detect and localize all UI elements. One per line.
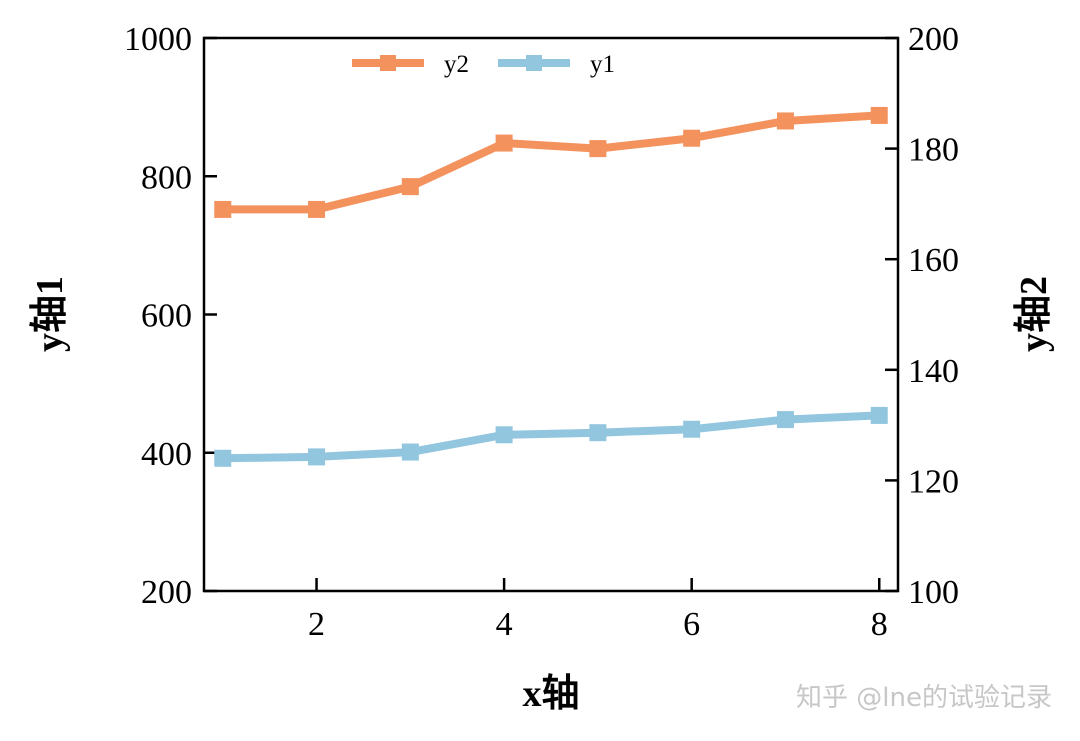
data-point-y1: [589, 424, 607, 442]
y-axis-left-title: y轴1: [29, 276, 71, 352]
x-tick-label: 2: [308, 606, 325, 643]
series-line-y1: [222, 411, 880, 463]
x-tick-label: 4: [496, 606, 513, 643]
data-point-y1: [308, 448, 326, 466]
y-left-tick-label: 400: [141, 436, 192, 473]
legend-marker-y2: [380, 55, 396, 71]
x-axis-title: x轴: [522, 673, 579, 715]
data-point-y2: [214, 200, 232, 218]
y-right-tick-label: 100: [908, 574, 959, 611]
data-point-y2: [776, 112, 794, 130]
watermark: 知乎 @lne的试验记录: [796, 683, 1052, 713]
x-tick-label: 8: [871, 606, 888, 643]
data-point-y2: [495, 134, 513, 152]
x-tick-label: 6: [683, 606, 700, 643]
tick-marks: [204, 36, 898, 593]
legend: y2 y1: [352, 51, 615, 78]
data-point-y1: [214, 449, 232, 467]
y-right-tick-label: 140: [908, 353, 959, 390]
data-point-y1: [870, 406, 888, 424]
data-point-y1: [401, 443, 419, 461]
data-point-y2: [870, 106, 888, 124]
y-left-tick-label: 800: [141, 159, 192, 196]
y-axis-right-title: y轴2: [1013, 276, 1055, 352]
series-lines: [214, 106, 888, 467]
y-left-tick-label: 600: [141, 298, 192, 335]
y-right-tick-label: 160: [908, 242, 959, 279]
tick-labels: 2 4 6 8 200 400 600 800 1000 100 120 140 160 180 200: [124, 21, 959, 643]
series-line-y2: [222, 111, 880, 214]
data-point-y2: [308, 200, 326, 218]
data-point-y2: [589, 140, 607, 158]
data-point-y1: [776, 411, 794, 429]
y-left-tick-label: 1000: [124, 21, 192, 58]
y-right-tick-label: 180: [908, 132, 959, 169]
data-point-y1: [495, 426, 513, 444]
y-right-tick-label: 120: [908, 463, 959, 500]
legend-label-y2: y2: [444, 51, 469, 78]
data-point-y2: [683, 129, 701, 147]
y-left-tick-label: 200: [141, 574, 192, 611]
legend-marker-y1: [526, 55, 542, 71]
data-point-y2: [401, 178, 419, 196]
y-right-tick-label: 200: [908, 21, 959, 58]
data-point-y1: [683, 420, 701, 438]
legend-label-y1: y1: [590, 51, 615, 78]
